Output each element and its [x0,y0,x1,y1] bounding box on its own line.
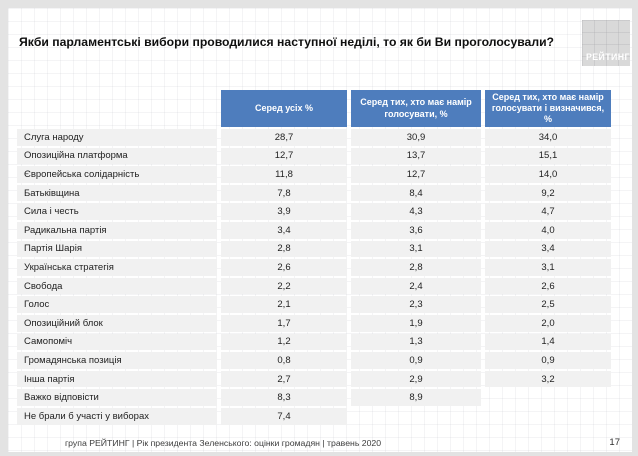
value-cell-all: 1,2 [221,333,347,351]
value-cell-intend: 2,3 [351,296,481,313]
value-cell-all: 12,7 [221,147,347,165]
value-cell-intend: 30,9 [351,129,481,146]
party-name-cell: Важко відповісти [17,389,217,406]
party-name-cell: Сила і честь [17,203,217,220]
source-footer: група РЕЙТИНГ | Рік президента Зеленсько… [65,438,382,448]
party-name-cell: Слуга народу [17,129,217,146]
value-cell-decided: 34,0 [485,129,611,146]
party-name-cell: Партія Шарія [17,240,217,258]
value-cell-decided: 2,5 [485,296,611,313]
value-cell-intend: 12,7 [351,166,481,183]
value-cell-all: 2,2 [221,277,347,295]
value-cell-decided: 3,1 [485,259,611,276]
value-cell-all: 1,7 [221,314,347,332]
value-cell-decided: 0,9 [485,352,611,369]
party-name-cell: Інша партія [17,370,217,388]
party-name-cell: Батьківщина [17,184,217,202]
value-cell-decided: 4,7 [485,203,611,220]
value-cell-all: 2,7 [221,370,347,388]
value-cell-intend: 0,9 [351,352,481,369]
value-cell-decided: 4,0 [485,221,611,239]
value-cell-decided: 3,2 [485,370,611,388]
party-name-cell: Голос [17,296,217,313]
value-cell-decided [485,389,611,406]
value-cell-all: 7,8 [221,184,347,202]
party-name-cell: Радикальна партія [17,221,217,239]
slide-background: Якби парламентські вибори проводилися на… [8,8,632,452]
party-name-cell: Громадянська позиція [17,352,217,369]
party-name-cell: Українська стратегія [17,259,217,276]
column-header-2: Серед тих, хто має намір голосувати і ви… [485,90,611,127]
value-cell-decided: 14,0 [485,166,611,183]
value-cell-decided: 1,4 [485,333,611,351]
value-cell-decided: 9,2 [485,184,611,202]
rating-logo-label: РЕЙТИНГ [586,52,630,62]
value-cell-intend: 3,6 [351,221,481,239]
column-header-0: Серед усіх % [221,90,347,127]
value-cell-intend: 2,9 [351,370,481,388]
value-cell-all: 8,3 [221,389,347,406]
party-name-cell: Опозиційна платформа [17,147,217,165]
value-cell-decided: 15,1 [485,147,611,165]
party-name-cell: Опозиційний блок [17,314,217,332]
value-cell-decided: 2,6 [485,277,611,295]
value-cell-all: 28,7 [221,129,347,146]
party-name-cell: Європейська солідарність [17,166,217,183]
page-number: 17 [609,437,620,448]
value-cell-all: 3,4 [221,221,347,239]
value-cell-all: 2,8 [221,240,347,258]
value-cell-intend: 13,7 [351,147,481,165]
value-cell-all: 2,6 [221,259,347,276]
value-cell-intend: 3,1 [351,240,481,258]
value-cell-all: 2,1 [221,296,347,313]
value-cell-intend: 2,8 [351,259,481,276]
value-cell-decided: 2,0 [485,314,611,332]
value-cell-decided: 3,4 [485,240,611,258]
value-cell-intend: 8,9 [351,389,481,406]
value-cell-intend: 1,9 [351,314,481,332]
value-cell-all: 7,4 [221,407,347,425]
value-cell-all: 3,9 [221,203,347,220]
party-name-cell: Свобода [17,277,217,295]
table-corner-spacer [17,90,217,127]
value-cell-intend [351,408,481,425]
party-name-cell: Самопоміч [17,333,217,351]
results-table: Серед усіх % Серед тих, хто має намір гол… [17,90,611,425]
column-header-1: Серед тих, хто має намір голосувати, % [351,90,481,127]
page-title: Якби парламентські вибори проводилися на… [19,35,555,49]
value-cell-intend: 4,3 [351,203,481,220]
value-cell-all: 11,8 [221,166,347,183]
rating-logo: РЕЙТИНГ [582,20,630,66]
value-cell-intend: 2,4 [351,277,481,295]
value-cell-all: 0,8 [221,352,347,369]
party-name-cell: Не брали б участі у виборах [17,407,217,425]
value-cell-decided [485,408,611,425]
value-cell-intend: 1,3 [351,333,481,351]
value-cell-intend: 8,4 [351,184,481,202]
